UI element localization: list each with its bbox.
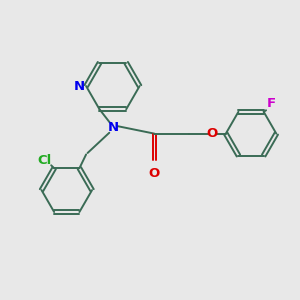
Text: Cl: Cl (38, 154, 52, 167)
Text: O: O (207, 127, 218, 140)
Text: O: O (149, 167, 160, 180)
Text: N: N (74, 80, 85, 93)
Text: N: N (107, 121, 118, 134)
Text: F: F (267, 97, 276, 110)
